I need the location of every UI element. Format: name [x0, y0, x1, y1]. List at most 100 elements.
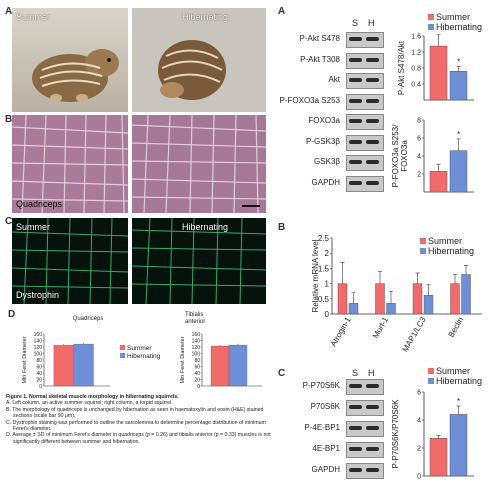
- blot-strip: [346, 421, 384, 437]
- panel-a-letter: A: [5, 6, 13, 17]
- summer-label: Summer: [16, 12, 51, 22]
- quadriceps-label: Quadriceps: [16, 199, 63, 209]
- y-tick-label: 0.8: [411, 66, 421, 73]
- y-tick-label: 2.5: [318, 234, 330, 243]
- legend-swatch-hibernating: [120, 353, 125, 358]
- panel-b-letter: B: [5, 114, 13, 125]
- y-tick-label: 0: [197, 384, 200, 390]
- y-tick-label: 80: [194, 358, 200, 364]
- significance-star: *: [457, 397, 460, 406]
- y-tick-label: 160: [34, 332, 43, 338]
- bar-summer: [450, 283, 460, 315]
- y-tick-label: 6: [417, 136, 421, 143]
- blot-band: [366, 384, 379, 388]
- blot-band: [366, 119, 379, 123]
- bar-hibernating: [449, 150, 468, 193]
- legend-summer: Summer: [127, 345, 152, 352]
- bar-hibernating: [73, 343, 94, 387]
- y-tick-label: 1.5: [318, 264, 330, 273]
- panel-c-letter: C: [5, 216, 13, 227]
- bar-hibernating: [449, 70, 468, 101]
- bar-summer: [412, 283, 423, 315]
- figure-caption: Figure 1. Normal skeletal muscle morphol…: [6, 394, 274, 445]
- blot-band: [366, 405, 379, 409]
- blot-label: GAPDH: [311, 177, 340, 187]
- x-category-label: Atrogin-1: [329, 315, 353, 348]
- y-tick-label: 2: [417, 172, 421, 179]
- y-tick-label: 2: [325, 249, 330, 258]
- col-h-label: H: [368, 18, 375, 28]
- blot-band: [349, 37, 362, 41]
- y-tick-label: 20: [36, 377, 42, 383]
- blot-band: [349, 98, 362, 103]
- blot-band: [366, 160, 379, 164]
- y-axis-label: Relative mRNA level: [311, 239, 320, 312]
- blot-band: [366, 180, 379, 185]
- y-tick-label: 140: [34, 338, 43, 344]
- hibernating-label: Hibernating: [182, 12, 229, 22]
- blot-label: P-Akt T308: [300, 54, 340, 64]
- feret-chart-title: Quadriceps: [73, 316, 104, 322]
- y-tick-label: 80: [36, 358, 42, 364]
- y-tick-label: 100: [34, 351, 43, 357]
- y-tick-label: 160: [192, 332, 201, 338]
- blot-label: 4E-BP1: [312, 444, 340, 453]
- y-tick-label: 8: [417, 118, 421, 125]
- bar-summer: [337, 283, 348, 315]
- blot-strip: [346, 442, 384, 458]
- right-panel-c-letter: C: [278, 368, 286, 379]
- blot-band: [349, 180, 362, 185]
- summer-dystrophin-image: Summer Dystrophin: [12, 218, 128, 304]
- blot-label: P-Akt S478: [299, 34, 340, 43]
- significance-star: *: [457, 130, 460, 139]
- bar-hibernating: [423, 294, 434, 315]
- legend-swatch-summer: [428, 368, 434, 374]
- blot-band: [366, 78, 379, 82]
- blot-label: P70S6K: [310, 402, 340, 411]
- caption-item-c: C. Dystrophin staining was performed to …: [6, 419, 266, 433]
- blot-strip: [346, 93, 384, 110]
- y-tick-label: 40: [36, 371, 42, 377]
- y-axis-label: P-FOXO3a S253/FOXO3a: [391, 124, 409, 187]
- y-axis-label-line: P-FOXO3a S253/: [391, 124, 400, 187]
- y-tick-label: 4: [417, 418, 421, 425]
- legend-summer: Summer: [436, 12, 470, 22]
- y-axis-label-line: FOXO3a: [400, 140, 409, 172]
- bar-summer: [429, 171, 448, 193]
- y-tick-label: 20: [194, 377, 200, 383]
- y-tick-label: 40: [194, 371, 200, 377]
- legend-hibernating: Hibernating: [428, 246, 474, 256]
- bar-hibernating: [461, 274, 471, 315]
- y-tick-label: 0: [417, 474, 421, 481]
- x-category-label: MAP1/LC3: [401, 315, 428, 353]
- legend-hibernating: Hibernating: [436, 376, 482, 386]
- caption-item-d: D. Average ± SD of minimum Feret's diame…: [6, 432, 271, 445]
- blot-band: [349, 405, 362, 409]
- bar-summer: [375, 283, 385, 315]
- blot-label: P-4E-BP1: [304, 423, 340, 432]
- summer-squirrel-photo: Summer: [12, 8, 128, 112]
- hibernating-he-section: [132, 115, 266, 213]
- y-tick-label: 100: [192, 351, 201, 357]
- legend-summer: Summer: [436, 366, 470, 376]
- blot-band: [349, 447, 362, 451]
- blot-label: P-GSK3β: [306, 136, 340, 146]
- y-axis-label: Min Feret Diameter: [22, 336, 28, 383]
- legend-swatch-hibernating: [428, 378, 434, 384]
- y-tick-label: 4: [417, 154, 421, 161]
- blot-band: [366, 447, 379, 451]
- y-tick-label: 0.4: [411, 82, 421, 89]
- blot-band: [349, 384, 362, 388]
- y-tick-label: 1.2: [411, 50, 421, 57]
- blot-label: P-FOXO3a S253: [279, 95, 340, 105]
- y-tick-label: 1: [325, 280, 330, 289]
- y-tick-label: 60: [36, 364, 42, 370]
- blot-strip: [346, 52, 384, 69]
- hibernating-squirrel-photo: Hibernating: [132, 8, 266, 112]
- blot-strip: [346, 175, 384, 192]
- x-category-label: Beclin: [447, 316, 466, 339]
- blot-band: [366, 426, 379, 430]
- blot-strip: [346, 463, 384, 479]
- feret-chart-title: anterior: [185, 319, 205, 325]
